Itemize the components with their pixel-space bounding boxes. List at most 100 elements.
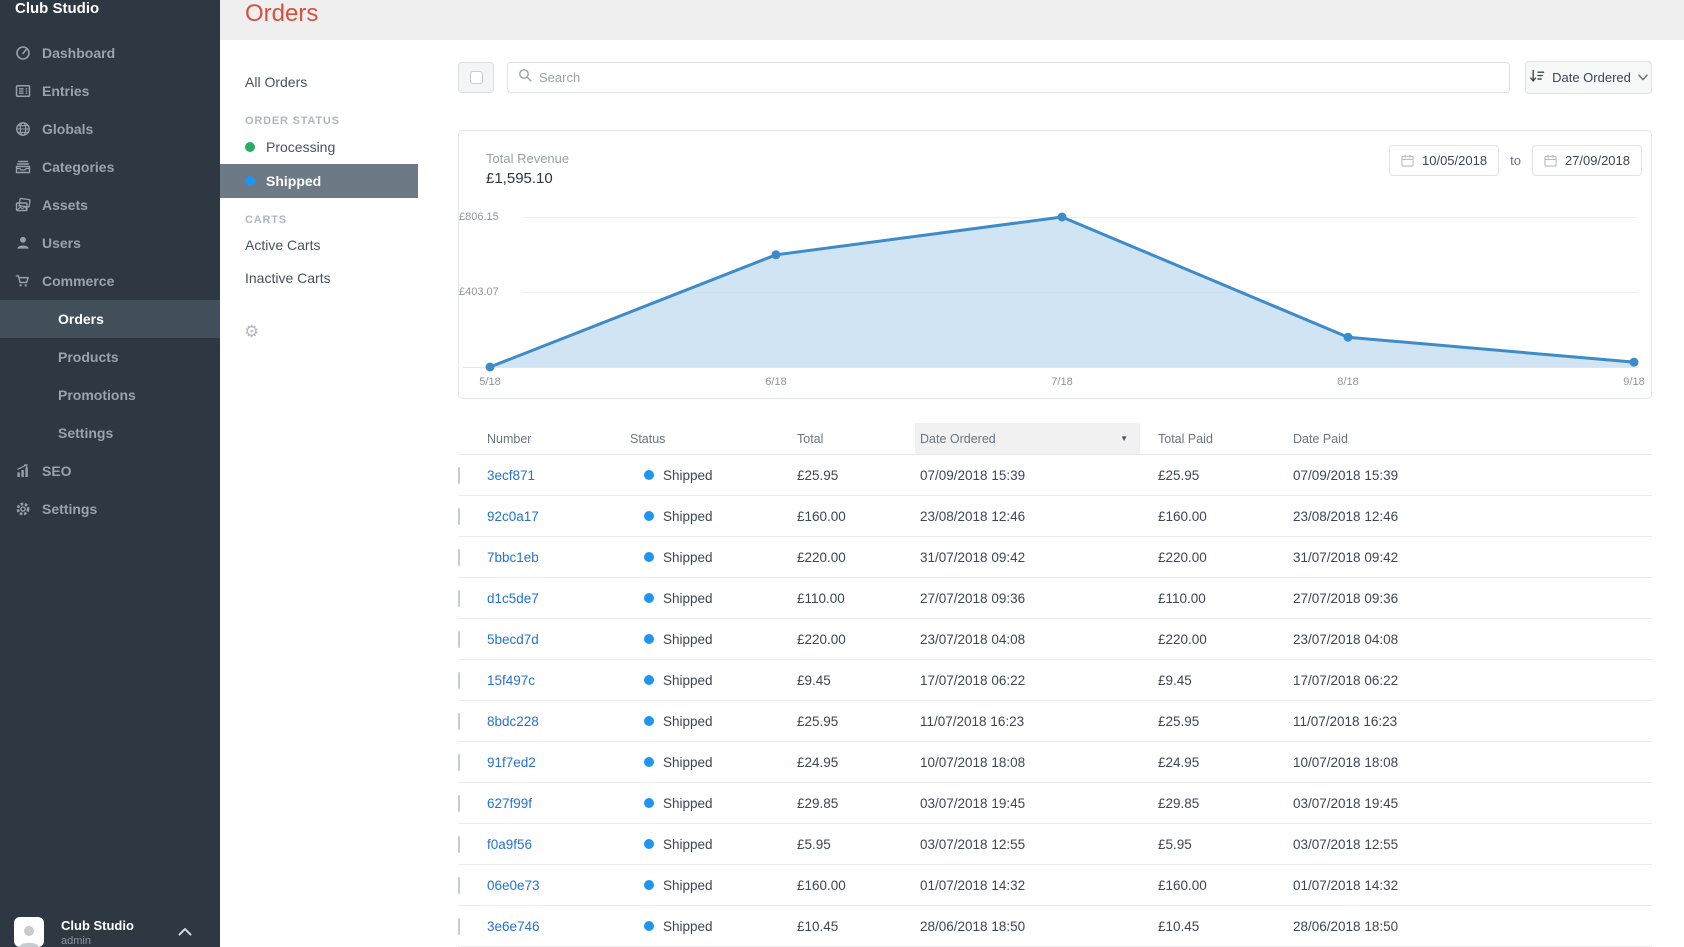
subnav-status-shipped[interactable]: Shipped xyxy=(220,164,418,198)
table-row: d1c5de7 Shipped £110.00 27/07/2018 09:36 £11… xyxy=(458,578,1652,619)
column-header-number[interactable]: Number xyxy=(487,431,532,446)
column-header-total-paid[interactable]: Total Paid xyxy=(1158,431,1213,446)
sidebar-subitem-orders[interactable]: Orders xyxy=(0,300,220,338)
order-number-link[interactable]: d1c5de7 xyxy=(487,590,539,606)
sidebar-subitem-products[interactable]: Products xyxy=(58,349,119,365)
subnav-status-processing[interactable]: Processing xyxy=(220,130,418,164)
status-dot-icon xyxy=(644,798,654,808)
order-status-label: Shipped xyxy=(663,713,713,729)
order-status-cell: Shipped xyxy=(630,878,797,893)
row-checkbox[interactable] xyxy=(458,507,460,525)
table-row: 7bbc1eb Shipped £220.00 31/07/2018 09:42 £22… xyxy=(458,537,1652,578)
table-header-row: Number Status Total Date Ordered ▼ Total Paid… xyxy=(458,423,1652,455)
order-status-label: Shipped xyxy=(663,590,713,606)
row-checkbox[interactable] xyxy=(458,794,460,812)
order-number-link[interactable]: 8bdc228 xyxy=(487,713,539,729)
table-row: 92c0a17 Shipped £160.00 23/08/2018 12:46 £16… xyxy=(458,496,1652,537)
order-number-link[interactable]: 7bbc1eb xyxy=(487,549,539,565)
row-checkbox[interactable] xyxy=(458,835,460,853)
row-checkbox[interactable] xyxy=(458,589,460,607)
order-number-link[interactable]: 91f7ed2 xyxy=(487,754,536,770)
x-axis-tick-label: 5/18 xyxy=(479,376,501,388)
order-status-label: Shipped xyxy=(663,877,713,893)
carts-heading: CARTS xyxy=(245,214,287,226)
sidebar-item-globals[interactable]: Globals xyxy=(0,110,220,148)
date-from-input[interactable]: 10/05/2018 xyxy=(1389,145,1500,176)
y-axis-tick-label: £403.07 xyxy=(459,285,499,298)
order-number-link[interactable]: 15f497c xyxy=(487,672,536,688)
order-status-cell: Shipped xyxy=(630,673,797,688)
row-checkbox[interactable] xyxy=(458,917,460,935)
select-all-button[interactable] xyxy=(458,62,494,93)
order-total-cell: £25.95 xyxy=(797,467,839,483)
order-date-ordered-cell: 28/06/2018 18:50 xyxy=(920,918,1026,934)
orders-subnav-panel: All Orders ORDER STATUS Processing Shippe… xyxy=(220,40,418,947)
sidebar-nav-main: Dashboard Entries Globals Categories Assets U… xyxy=(0,34,220,300)
order-number-link[interactable]: 3ecf871 xyxy=(487,467,536,483)
order-total-cell: £29.85 xyxy=(797,795,839,811)
order-number-cell: 5becd7d xyxy=(487,632,630,647)
order-number-cell: 7bbc1eb xyxy=(487,550,630,565)
sidebar-item-settings[interactable]: Settings xyxy=(0,490,220,528)
row-checkbox[interactable] xyxy=(458,548,460,566)
order-number-link[interactable]: 627f99f xyxy=(487,795,533,811)
subnav-inactive-carts[interactable]: Inactive Carts xyxy=(245,270,331,286)
sidebar-subitem-settings[interactable]: Settings xyxy=(58,425,114,441)
column-header-date-ordered[interactable]: Date Ordered ▼ xyxy=(915,423,1140,454)
order-number-link[interactable]: 92c0a17 xyxy=(487,508,539,524)
subnav-active-carts[interactable]: Active Carts xyxy=(245,237,321,253)
column-header-total[interactable]: Total xyxy=(797,431,824,446)
page-title: Orders xyxy=(245,0,319,27)
sidebar-item-users[interactable]: Users xyxy=(0,224,220,262)
sidebar-item-entries[interactable]: Entries xyxy=(0,72,220,110)
row-checkbox[interactable] xyxy=(458,466,460,484)
order-date-ordered-cell: 03/07/2018 12:55 xyxy=(920,836,1026,852)
chevron-up-icon[interactable] xyxy=(178,923,192,941)
orders-table: Number Status Total Date Ordered ▼ Total Paid… xyxy=(458,423,1652,947)
sidebar-item-seo[interactable]: SEO xyxy=(0,452,220,490)
order-status-label: Shipped xyxy=(663,467,713,483)
order-number-link[interactable]: 5becd7d xyxy=(487,631,539,647)
order-status-cell: Shipped xyxy=(630,509,797,524)
subnav-all-orders[interactable]: All Orders xyxy=(245,74,308,90)
row-checkbox[interactable] xyxy=(458,630,460,648)
order-number-link[interactable]: 06e0e73 xyxy=(487,877,540,893)
sidebar-item-assets[interactable]: Assets xyxy=(0,186,220,224)
order-number-link[interactable]: 3e6e746 xyxy=(487,918,540,934)
search-input[interactable] xyxy=(539,70,1509,85)
order-total-paid-cell: £160.00 xyxy=(1158,877,1207,893)
table-row: 3ecf871 Shipped £25.95 07/09/2018 15:39 £25.… xyxy=(458,455,1652,496)
order-number-cell: 8bdc228 xyxy=(487,714,630,729)
user-menu[interactable]: Club Studio admin xyxy=(14,909,210,947)
order-status-cell: Shipped xyxy=(630,755,797,770)
sidebar-item-commerce[interactable]: Commerce xyxy=(0,262,220,300)
row-checkbox[interactable] xyxy=(458,671,460,689)
table-body: 3ecf871 Shipped £25.95 07/09/2018 15:39 £25.… xyxy=(458,455,1652,947)
order-total-cell: £220.00 xyxy=(797,549,846,565)
order-number-link[interactable]: f0a9f56 xyxy=(487,836,533,852)
column-header-date-paid[interactable]: Date Paid xyxy=(1293,431,1348,446)
row-checkbox[interactable] xyxy=(458,876,460,894)
subnav-gear-icon[interactable]: ⚙ xyxy=(244,322,260,341)
select-all-checkbox[interactable] xyxy=(469,71,483,84)
assets-icon xyxy=(15,197,31,213)
row-checkbox[interactable] xyxy=(458,712,460,730)
order-total-paid-cell: £220.00 xyxy=(1158,549,1207,565)
order-date-paid-cell: 27/07/2018 09:36 xyxy=(1293,590,1399,606)
order-number-cell: 627f99f xyxy=(487,796,630,811)
sort-button-label: Date Ordered xyxy=(1552,70,1631,85)
sidebar-item-categories[interactable]: Categories xyxy=(0,148,220,186)
sidebar-item-dashboard[interactable]: Dashboard xyxy=(0,34,220,72)
status-label: Shipped xyxy=(266,173,322,189)
globe-icon xyxy=(15,121,31,137)
row-checkbox[interactable] xyxy=(458,753,460,771)
order-number-cell: 15f497c xyxy=(487,673,630,688)
order-total-paid-cell: £29.85 xyxy=(1158,795,1200,811)
date-to-input[interactable]: 27/09/2018 xyxy=(1531,145,1642,176)
sort-button[interactable]: Date Ordered xyxy=(1525,61,1652,94)
sidebar-item-label: Settings xyxy=(42,501,98,517)
table-row: 3e6e746 Shipped £10.45 28/06/2018 18:50 £10.… xyxy=(458,906,1652,947)
column-header-status[interactable]: Status xyxy=(630,431,666,446)
brand[interactable]: Club Studio xyxy=(15,0,100,17)
sidebar-subitem-promotions[interactable]: Promotions xyxy=(58,387,136,403)
